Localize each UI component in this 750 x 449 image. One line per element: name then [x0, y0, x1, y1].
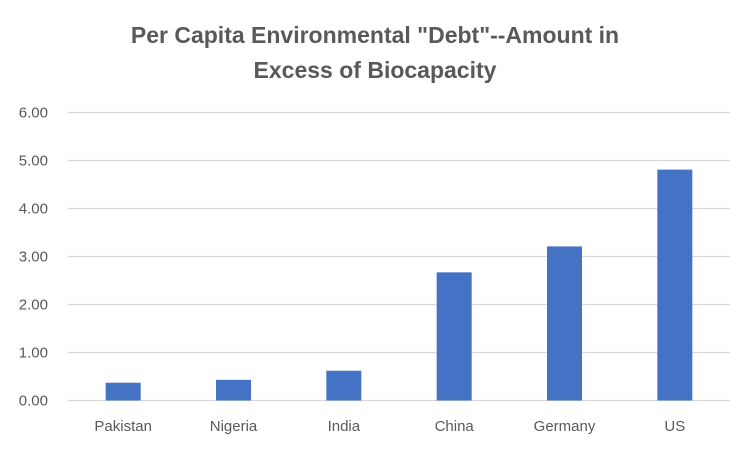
y-tick-label: 3.00 — [19, 249, 48, 266]
chart-title-line-1: Per Capita Environmental "Debt"--Amount … — [131, 22, 619, 48]
y-tick-label: 0.00 — [19, 393, 48, 410]
y-tick-label: 6.00 — [19, 105, 48, 122]
y-tick-label: 4.00 — [19, 201, 48, 218]
bar-pakistan — [105, 382, 141, 401]
x-tick-label: Germany — [534, 418, 596, 435]
x-tick-label: Nigeria — [210, 418, 258, 435]
bar-us — [657, 169, 693, 401]
bar-nigeria — [216, 379, 251, 401]
y-axis-ticks: 0.00 1.00 2.00 3.00 4.00 5.00 6.00 — [19, 105, 48, 410]
y-tick-label: 5.00 — [19, 153, 48, 170]
bars — [105, 169, 693, 401]
x-tick-label: US — [664, 418, 685, 435]
x-tick-label: China — [435, 418, 475, 435]
y-tick-label: 1.00 — [19, 345, 48, 362]
x-axis-ticks: Pakistan Nigeria India China Germany US — [94, 418, 685, 435]
chart-title-line-2: Excess of Biocapacity — [254, 57, 497, 83]
bar-germany — [547, 246, 582, 401]
y-tick-label: 2.00 — [19, 297, 48, 314]
bar-china — [436, 272, 472, 401]
gridlines — [68, 111, 730, 402]
bar-india — [326, 370, 362, 401]
x-tick-label: India — [328, 418, 361, 435]
x-tick-label: Pakistan — [94, 418, 152, 435]
